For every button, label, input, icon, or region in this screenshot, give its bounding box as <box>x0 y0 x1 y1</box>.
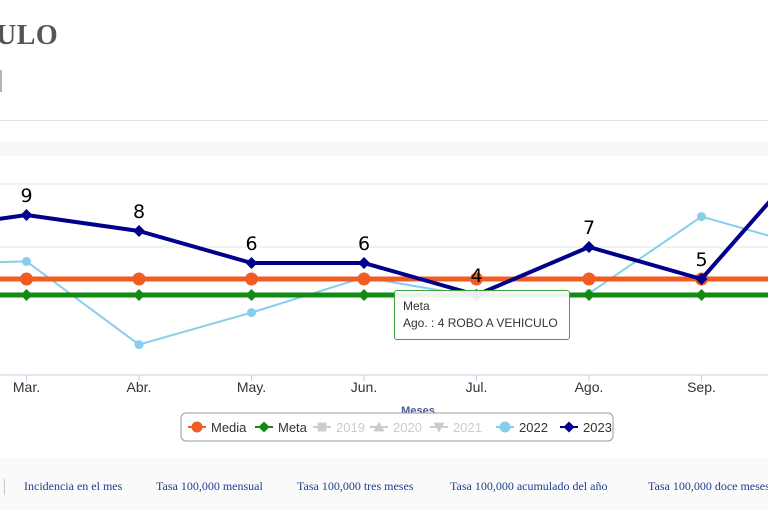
data-point-2023 <box>358 257 370 269</box>
x-tick-label: May. <box>237 379 266 395</box>
data-point-2022 <box>22 256 31 266</box>
legend-label: 2020 <box>393 420 422 435</box>
x-tick-label: Jul. <box>466 379 488 395</box>
legend-swatch-marker <box>563 421 575 433</box>
tab-tasa-mensual[interactable]: Tasa 100,000 mensual <box>156 479 263 493</box>
tabs-band <box>0 458 768 510</box>
data-label-2023: 4 <box>470 265 482 287</box>
legend-label: Meta <box>278 420 308 435</box>
data-point-meta <box>133 289 145 301</box>
data-point-2023 <box>245 257 258 269</box>
legend-label: 2023 <box>583 420 612 435</box>
x-tick-label: Sep. <box>687 379 716 395</box>
chart-tooltip: Meta Ago. : 4 ROBO A VEHICULO <box>394 290 570 340</box>
legend-swatch-marker <box>499 421 511 433</box>
tab-tasa-doce-meses[interactable]: Tasa 100,000 doce meses <box>648 479 768 493</box>
series-meta <box>0 289 768 301</box>
data-point-2023 <box>583 241 595 253</box>
legend-item-meta[interactable]: Meta <box>255 420 308 435</box>
data-point-media <box>132 272 146 286</box>
data-point-media <box>582 272 596 286</box>
legend-label: 2022 <box>519 420 548 435</box>
x-tick-label: Mar. <box>13 379 40 395</box>
data-point-meta <box>583 289 595 301</box>
tooltip-series-name: Meta <box>403 299 430 313</box>
x-tick-label: Abr. <box>127 379 152 395</box>
x-tick-label: Ago. <box>575 379 604 395</box>
data-label-2023: 9 <box>20 185 32 207</box>
tab-separator <box>4 479 5 495</box>
chart-header-band <box>0 142 768 156</box>
data-point-media <box>245 272 258 286</box>
data-point-meta <box>20 289 33 301</box>
legend-frame <box>180 412 614 442</box>
legend-item-2022[interactable]: 2022 <box>496 420 548 435</box>
x-tick-label: Jun. <box>351 379 377 395</box>
data-label-2023: 6 <box>358 233 370 255</box>
legend-swatch-marker <box>317 422 327 432</box>
data-label-2023: 6 <box>245 233 257 255</box>
legend-label: Media <box>211 420 247 435</box>
page-title: ULO <box>0 20 59 51</box>
data-point-2023 <box>695 273 708 285</box>
data-point-media <box>20 272 33 286</box>
title-fragment-mark <box>0 70 2 92</box>
data-point-meta <box>695 289 708 301</box>
legend-swatch-marker <box>373 421 385 432</box>
series-media <box>0 272 768 286</box>
tab-tasa-acumulado[interactable]: Tasa 100,000 acumulado del año <box>450 479 608 493</box>
legend-label: 2021 <box>453 420 482 435</box>
legend: Media Meta 2019 2020 2021 2022 2023 <box>180 412 614 442</box>
data-point-media <box>470 272 483 286</box>
legend-item-media[interactable]: Media <box>188 420 247 435</box>
data-label-2023: 7 <box>583 217 595 239</box>
legend-swatch-marker <box>258 421 270 433</box>
data-point-meta <box>358 289 370 301</box>
legend-item-2020[interactable]: 2020 <box>370 420 422 435</box>
legend-label: 2019 <box>336 420 365 435</box>
series-line-2023 <box>0 200 768 297</box>
data-point-media <box>357 272 371 286</box>
legend-swatch-marker <box>433 422 445 433</box>
legend-item-2021[interactable]: 2021 <box>430 420 482 435</box>
data-point-2023 <box>133 225 145 237</box>
tab-tasa-tres-meses[interactable]: Tasa 100,000 tres meses <box>297 479 414 493</box>
data-point-2022 <box>697 212 706 222</box>
divider <box>0 120 768 121</box>
data-point-2022 <box>134 340 144 350</box>
legend-item-2019[interactable]: 2019 <box>313 420 365 435</box>
metric-tabs: Incidencia en el mes Tasa 100,000 mensua… <box>0 479 768 495</box>
data-point-2023 <box>20 209 33 221</box>
tab-incidencia-mes[interactable]: Incidencia en el mes <box>24 479 123 493</box>
data-point-2022 <box>247 308 256 318</box>
data-label-2023: 5 <box>695 249 707 271</box>
data-label-2023: 8 <box>133 201 145 223</box>
tooltip-value: Ago. : 4 ROBO A VEHICULO <box>403 316 558 330</box>
data-point-meta <box>245 289 258 301</box>
legend-item-2023[interactable]: 2023 <box>560 420 612 435</box>
legend-swatch-marker <box>191 421 203 433</box>
